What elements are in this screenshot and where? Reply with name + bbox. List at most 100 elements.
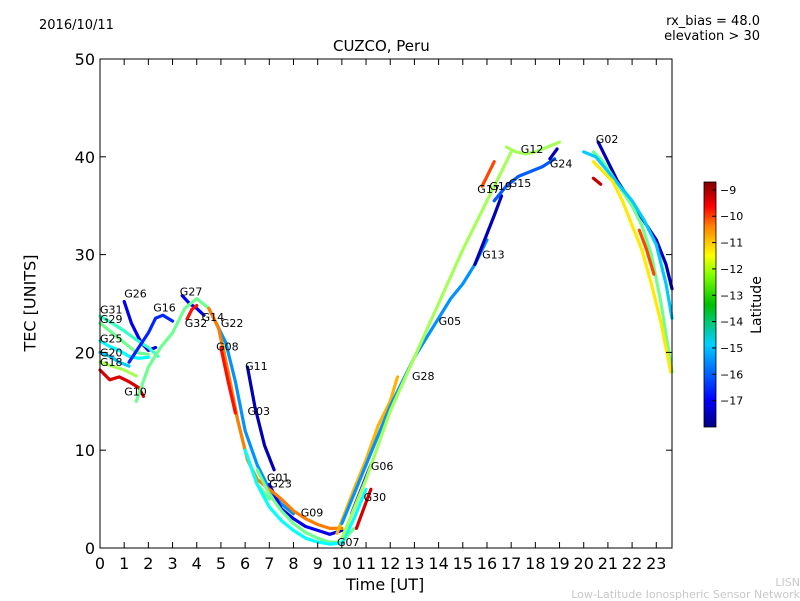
prn-label: G31 — [100, 303, 123, 316]
x-tick-label: 2 — [143, 554, 153, 573]
series-G19 — [340, 150, 513, 540]
y-tick-label: 40 — [75, 148, 95, 167]
y-tick-label: 20 — [75, 343, 95, 362]
series-GC — [591, 160, 673, 374]
prn-label: G23 — [269, 477, 292, 490]
prn-label: G10 — [124, 385, 147, 398]
prn-label: G18 — [100, 356, 123, 369]
y-tick-label: 10 — [75, 441, 95, 460]
prn-label: G20 — [100, 346, 123, 359]
y-tick-label: 30 — [75, 246, 95, 265]
x-tick-label: 20 — [574, 554, 594, 573]
colorbar-label: Latitude — [749, 276, 765, 334]
prn-label: G17 — [477, 183, 500, 196]
x-tick-label: 22 — [622, 554, 642, 573]
prn-label: G02 — [596, 133, 619, 146]
chart-title: CUZCO, Peru — [333, 37, 430, 55]
x-tick-label: 15 — [453, 554, 473, 573]
y-ticks: 0 10 20 30 40 50 — [75, 50, 672, 558]
prn-label: G06 — [371, 460, 394, 473]
series-G12 — [504, 140, 562, 156]
x-tick-label: 19 — [549, 554, 569, 573]
x-tick-label: 18 — [525, 554, 545, 573]
x-tick-label: 14 — [428, 554, 448, 573]
lisn-short-label: LISN — [775, 576, 800, 589]
x-tick-label: 3 — [167, 554, 177, 573]
colorbar-tick-label: −14 — [720, 316, 743, 329]
colorbar-tick-label: −11 — [720, 237, 743, 250]
lisn-long-label: Low-Latitude Ionospheric Sensor Network — [571, 588, 800, 601]
prn-label: G14 — [202, 311, 225, 324]
prn-label: G22 — [221, 317, 244, 330]
series-G16 — [127, 313, 175, 364]
rx-bias-label: rx_bias = 48.0 — [666, 14, 760, 29]
x-tick-label: 21 — [598, 554, 618, 573]
series-G23 — [267, 487, 344, 531]
x-tick-label: 5 — [216, 554, 226, 573]
prn-label: G09 — [301, 507, 324, 520]
series-GE — [591, 176, 603, 186]
x-axis-label: Time [UT] — [346, 575, 425, 594]
series-G08 — [207, 306, 271, 491]
prn-label: G08 — [216, 340, 239, 353]
x-tick-label: 10 — [332, 554, 352, 573]
colorbar-tick-label: −10 — [720, 210, 743, 223]
prn-label: G13 — [482, 249, 505, 262]
series-G18 — [98, 360, 138, 378]
colorbar-ticks: −9 −10 −11 −12 −13 −14 −15 −16 −17 — [712, 184, 743, 408]
series-G15 — [492, 157, 557, 203]
prn-label: G07 — [337, 536, 360, 549]
x-tick-label: 0 — [95, 554, 105, 573]
prn-label: G32 — [185, 317, 208, 330]
series-GB — [582, 150, 674, 320]
x-tick-label: 6 — [240, 554, 250, 573]
series-G20 — [98, 350, 131, 368]
series-GA — [591, 150, 674, 374]
prn-label: G28 — [412, 370, 435, 383]
prn-label: G03 — [248, 405, 271, 418]
prn-label: G15 — [509, 177, 532, 190]
prn-label: G30 — [364, 491, 387, 504]
series-G24 — [548, 147, 559, 161]
series-G28 — [335, 375, 400, 535]
x-tick-label: 13 — [404, 554, 424, 573]
y-tick-label: 50 — [75, 50, 95, 69]
x-ticks: 0 1 2 3 4 5 6 7 8 9 10 11 12 13 14 15 16 17 18 19 20 21 22 23 — [95, 59, 666, 573]
colorbar-tick-label: −9 — [720, 184, 736, 197]
x-tick-label: 4 — [192, 554, 202, 573]
x-tick-label: 16 — [477, 554, 497, 573]
colorbar-tick-label: −12 — [720, 263, 743, 276]
x-tick-label: 9 — [313, 554, 323, 573]
x-tick-label: 1 — [119, 554, 129, 573]
prn-label: G19 — [489, 180, 512, 193]
prn-label: G27 — [180, 286, 203, 299]
colorbar — [703, 181, 717, 428]
series-G11 — [245, 365, 276, 472]
series-G07 — [243, 448, 368, 546]
prn-label: G25 — [100, 333, 123, 346]
series-G27 — [180, 294, 206, 317]
colorbar-tick-label: −15 — [720, 342, 743, 355]
y-tick-label: 0 — [85, 539, 95, 558]
x-tick-label: 23 — [646, 554, 666, 573]
x-tick-label: 11 — [356, 554, 376, 573]
series-G31 — [98, 314, 160, 358]
colorbar-tick-label: −13 — [720, 289, 743, 302]
series-G30 — [354, 487, 373, 531]
x-tick-label: 7 — [264, 554, 274, 573]
elevation-label: elevation > 30 — [664, 29, 760, 44]
x-tick-label: 12 — [380, 554, 400, 573]
prn-label: G01 — [267, 472, 290, 485]
prn-label: G05 — [439, 315, 462, 328]
series-G29 — [98, 321, 150, 356]
series-GD — [637, 228, 656, 276]
series-G32 — [185, 303, 199, 321]
prn-label: G16 — [153, 301, 176, 314]
series-G25 — [98, 339, 150, 360]
series-layer — [98, 140, 674, 546]
prn-label: G29 — [100, 313, 123, 326]
colorbar-tick-label: −16 — [720, 368, 743, 381]
x-tick-label: 17 — [501, 554, 521, 573]
